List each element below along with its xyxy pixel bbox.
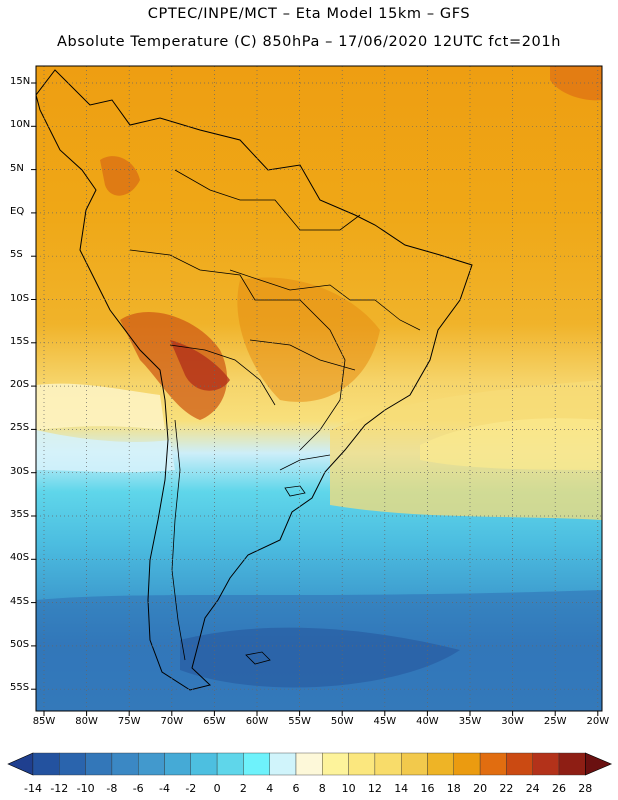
lon-label: 70W bbox=[160, 716, 184, 727]
lon-label: 65W bbox=[203, 716, 226, 727]
lon-label: 40W bbox=[416, 716, 439, 727]
chaco-hot-core bbox=[170, 340, 230, 391]
lagoa-dos-patos bbox=[284, 485, 306, 497]
lat-label: 15S bbox=[10, 335, 30, 347]
field-layer bbox=[36, 66, 602, 711]
state-border bbox=[229, 269, 421, 331]
colorbar-cell bbox=[427, 752, 454, 776]
colorbar-cell bbox=[322, 752, 349, 776]
lat-label: 50S bbox=[10, 638, 30, 650]
lon-label: 80W bbox=[75, 716, 98, 727]
map-frame bbox=[35, 65, 603, 712]
colorbar-cell bbox=[216, 752, 244, 776]
colorbar-label: 26 bbox=[552, 782, 566, 795]
colorbar-label: -8 bbox=[106, 782, 118, 795]
colorbar-label: 14 bbox=[394, 782, 409, 795]
lat-label: 5S bbox=[10, 249, 23, 261]
colorbar-cell bbox=[506, 752, 533, 776]
colorbar-label: 28 bbox=[578, 782, 593, 795]
state-border bbox=[249, 339, 356, 371]
colorbar-label: -4 bbox=[159, 782, 170, 795]
colorbar-label: 10 bbox=[341, 782, 356, 795]
coastline bbox=[36, 69, 473, 691]
lat-label: 10S bbox=[10, 292, 30, 304]
colorbar-label: 0 bbox=[213, 782, 221, 795]
country-border bbox=[279, 454, 331, 471]
lat-label: 20S bbox=[10, 379, 30, 391]
colorbar-cell bbox=[453, 752, 481, 776]
country-border bbox=[129, 249, 346, 451]
colorbar-label: -12 bbox=[50, 782, 69, 795]
lon-label: 30W bbox=[501, 716, 524, 727]
title-line-1: CPTEC/INPE/MCT – Eta Model 15km – GFS bbox=[147, 6, 471, 22]
lon-label: 60W bbox=[245, 716, 269, 727]
axis-ticks bbox=[31, 82, 599, 716]
colorbar-cell bbox=[348, 752, 376, 776]
lon-label: 75W bbox=[117, 716, 141, 727]
colorbar-cell bbox=[479, 752, 507, 776]
colorbar-cell bbox=[269, 752, 297, 776]
lat-label: EQ bbox=[10, 205, 25, 217]
colorbar-cell bbox=[401, 752, 428, 776]
lat-label: 25S bbox=[10, 422, 30, 434]
northern-warm-core bbox=[100, 156, 140, 196]
lon-label: 20W bbox=[586, 716, 610, 727]
colorbar-label: 20 bbox=[473, 782, 488, 795]
colorbar-cell bbox=[164, 752, 191, 776]
colorbar-cell bbox=[111, 752, 139, 776]
colorbar-label: -10 bbox=[76, 782, 95, 795]
colorbar-cell bbox=[85, 752, 113, 776]
colorbar-label: 18 bbox=[446, 782, 461, 795]
lon-label: 25W bbox=[543, 716, 567, 727]
lat-label: 15N bbox=[10, 76, 31, 87]
colorbar-cell bbox=[137, 752, 165, 776]
lat-label: 10N bbox=[10, 119, 31, 131]
lat-label: 5N bbox=[10, 162, 24, 174]
country-border bbox=[171, 419, 186, 661]
colorbar-label: -2 bbox=[185, 782, 197, 795]
colorbar-cell bbox=[32, 752, 60, 776]
colorbar-cell bbox=[558, 752, 586, 776]
brazil-warm-area bbox=[237, 277, 380, 402]
colorbar-cell bbox=[243, 752, 270, 776]
colorbar-max-arrow bbox=[584, 752, 613, 776]
colorbar-cell bbox=[532, 752, 560, 776]
pacific-pale-band bbox=[36, 383, 165, 430]
lon-label: 55W bbox=[288, 716, 311, 727]
colorbar-label: 2 bbox=[239, 782, 247, 795]
falkland-islands bbox=[245, 651, 271, 665]
colorbar-cell bbox=[374, 752, 402, 776]
lon-label: 35W bbox=[458, 716, 482, 727]
andes-warm-core bbox=[120, 311, 228, 420]
lon-label: 85W bbox=[32, 716, 56, 727]
colorbar-label: 6 bbox=[292, 782, 300, 795]
colorbar-min-arrow bbox=[7, 752, 34, 776]
lon-label: 45W bbox=[373, 716, 397, 727]
lat-label: 40S bbox=[10, 552, 30, 564]
lon-label: 50W bbox=[330, 716, 354, 727]
lat-label: 35S bbox=[10, 509, 30, 520]
colorbar-label: 16 bbox=[420, 782, 435, 795]
lat-label: 55S bbox=[10, 682, 30, 694]
colorbar-label: -14 bbox=[24, 782, 42, 795]
colorbar-cell bbox=[59, 752, 86, 776]
warm-ocean-core bbox=[420, 418, 602, 470]
colorbar-label: -6 bbox=[132, 782, 144, 795]
lat-label: 30S bbox=[10, 465, 30, 477]
pacific-cool-band bbox=[36, 430, 175, 473]
cold-core-deep bbox=[180, 627, 460, 688]
country-border bbox=[169, 344, 276, 406]
title-line-2: Absolute Temperature (C) 850hPa – 17/06/… bbox=[57, 34, 561, 50]
colorbar-cell bbox=[190, 752, 218, 776]
colorbar-label: 24 bbox=[525, 782, 540, 795]
colorbar-label: 4 bbox=[266, 782, 274, 795]
lat-label: 45S bbox=[10, 595, 30, 607]
colorbar-label: 12 bbox=[367, 782, 382, 795]
country-border bbox=[174, 169, 361, 231]
colorbar bbox=[7, 752, 613, 776]
colorbar-label: 22 bbox=[499, 782, 514, 795]
colorbar-cell bbox=[295, 752, 323, 776]
colorbar-label: 8 bbox=[318, 782, 326, 795]
